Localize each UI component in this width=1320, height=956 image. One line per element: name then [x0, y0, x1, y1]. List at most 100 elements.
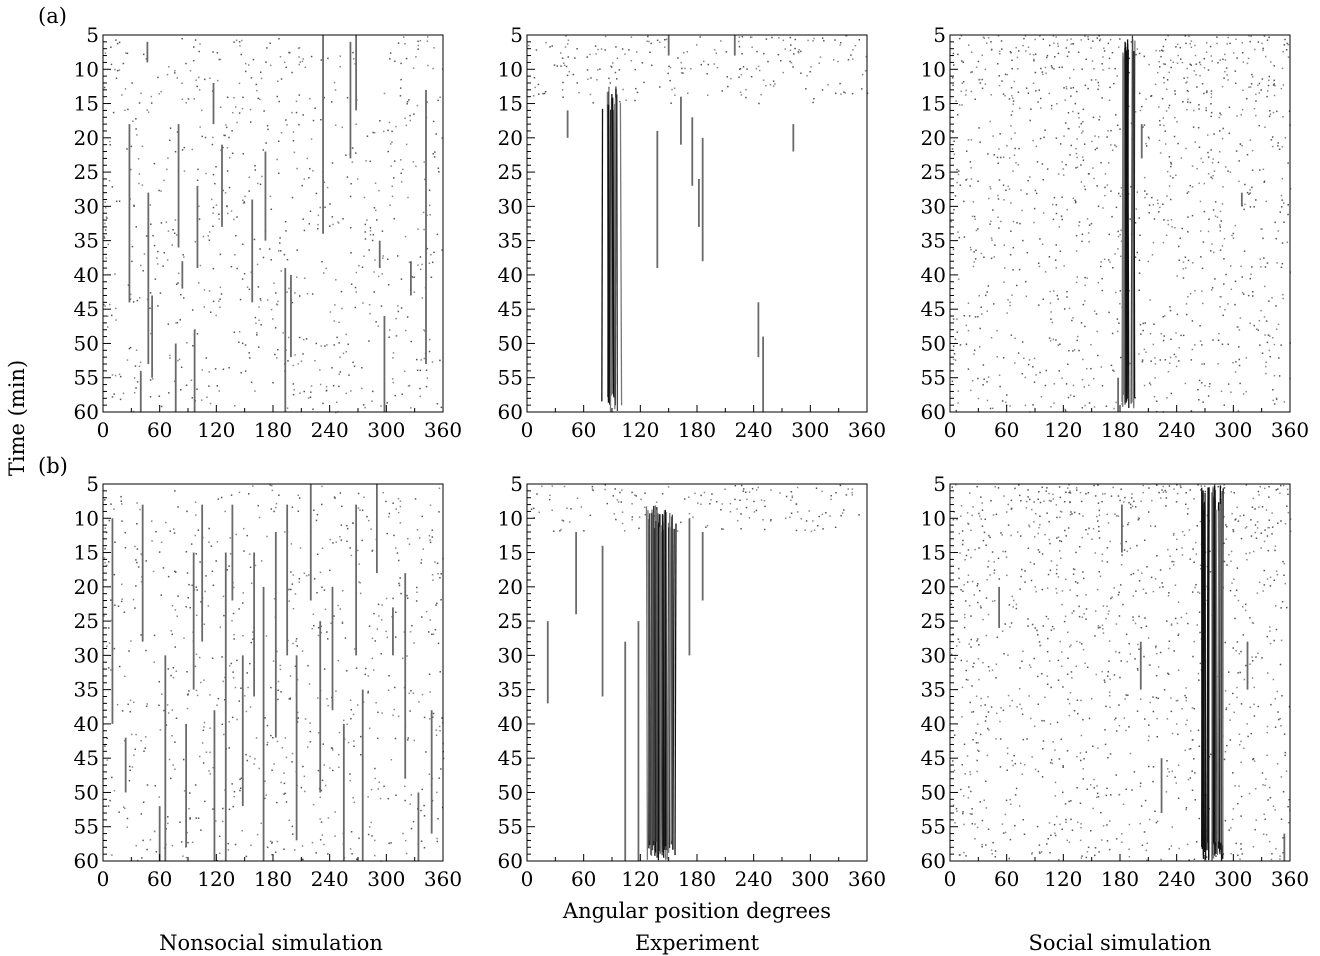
sparse-point	[1055, 572, 1058, 575]
sparse-point	[350, 182, 352, 185]
sparse-point	[688, 496, 690, 498]
sparse-point	[1222, 186, 1224, 188]
sparse-point	[960, 505, 963, 507]
sparse-point	[983, 37, 986, 39]
sparse-point	[204, 800, 206, 803]
sparse-point	[1024, 581, 1026, 583]
sparse-point	[1184, 256, 1187, 258]
sparse-point	[1154, 578, 1157, 580]
sparse-point	[1254, 524, 1257, 526]
sparse-point	[435, 729, 437, 731]
sparse-point	[1173, 650, 1175, 652]
sparse-point	[1202, 302, 1204, 305]
sparse-point	[339, 356, 341, 358]
sparse-point	[973, 662, 975, 665]
sparse-point	[1154, 377, 1156, 379]
sparse-point	[358, 581, 360, 583]
sparse-point	[1069, 77, 1071, 79]
sparse-point	[1033, 536, 1036, 538]
sparse-point	[1039, 371, 1041, 374]
sparse-point	[439, 96, 441, 98]
sparse-point	[1171, 826, 1173, 828]
sparse-point	[299, 392, 301, 394]
sparse-point	[1096, 37, 1099, 39]
sparse-point	[132, 301, 135, 303]
sparse-point	[1050, 834, 1052, 837]
sparse-point	[1116, 330, 1119, 333]
sparse-point	[1145, 351, 1147, 353]
sparse-point	[1241, 853, 1243, 855]
sparse-point	[1249, 139, 1252, 141]
sparse-point	[988, 670, 991, 672]
sparse-point	[176, 321, 179, 324]
sparse-point	[772, 80, 775, 83]
sparse-point	[952, 518, 955, 521]
sparse-point	[278, 37, 280, 40]
sparse-point	[1061, 665, 1063, 668]
sparse-point	[1249, 189, 1251, 191]
sparse-point	[1042, 38, 1045, 40]
sparse-point	[414, 498, 417, 500]
sparse-point	[532, 95, 535, 97]
sparse-point	[1165, 791, 1168, 793]
sparse-point	[160, 594, 163, 596]
sparse-point	[976, 770, 978, 773]
sparse-point	[1029, 176, 1031, 178]
sparse-point	[996, 712, 998, 715]
sparse-point	[1262, 168, 1265, 171]
sparse-point	[175, 283, 178, 285]
sparse-point	[1003, 281, 1005, 283]
sparse-point	[967, 549, 970, 551]
sparse-point	[798, 51, 800, 54]
sparse-point	[1227, 170, 1229, 172]
sparse-point	[191, 841, 194, 844]
sparse-point	[1099, 115, 1101, 118]
sparse-point	[1032, 54, 1035, 56]
sparse-point	[1264, 266, 1267, 268]
sparse-point	[1225, 706, 1228, 709]
sparse-point	[1261, 42, 1263, 45]
sparse-point	[1157, 666, 1160, 668]
sparse-point	[1264, 55, 1267, 58]
sparse-point	[1076, 166, 1079, 169]
sparse-point	[844, 92, 847, 94]
sparse-point	[1143, 124, 1146, 126]
sparse-point	[1101, 624, 1104, 627]
sparse-point	[1044, 696, 1046, 699]
sparse-point	[1193, 109, 1195, 112]
sparse-point	[977, 723, 979, 726]
sparse-point	[234, 253, 236, 256]
sparse-point	[1007, 503, 1009, 506]
sparse-point	[1132, 619, 1134, 621]
sparse-point	[224, 192, 227, 194]
sparse-point	[189, 817, 191, 819]
sparse-point	[338, 342, 340, 344]
sparse-point	[955, 409, 958, 412]
sparse-point	[1142, 491, 1144, 494]
sparse-point	[1220, 296, 1222, 298]
sparse-point	[952, 84, 954, 87]
sparse-point	[1055, 339, 1057, 341]
sparse-point	[136, 502, 138, 504]
sparse-point	[1019, 107, 1021, 110]
sparse-point	[1261, 352, 1264, 354]
sparse-point	[1120, 660, 1122, 662]
sparse-point	[1119, 255, 1122, 258]
sparse-point	[1121, 841, 1123, 843]
sparse-point	[580, 506, 583, 508]
sparse-point	[860, 88, 863, 90]
sparse-point	[1002, 184, 1005, 187]
sparse-point	[1259, 258, 1262, 260]
sparse-point	[1107, 756, 1109, 759]
sparse-point	[1119, 128, 1121, 130]
sparse-point	[1012, 269, 1014, 271]
sparse-point	[1017, 164, 1020, 166]
sparse-point	[1237, 854, 1239, 857]
y-tick-label: 50	[74, 780, 99, 804]
sparse-point	[551, 485, 554, 487]
sparse-point	[1047, 618, 1050, 620]
sparse-point	[121, 503, 123, 505]
sparse-point	[109, 303, 111, 306]
sparse-point	[192, 345, 194, 347]
sparse-point	[240, 371, 242, 374]
